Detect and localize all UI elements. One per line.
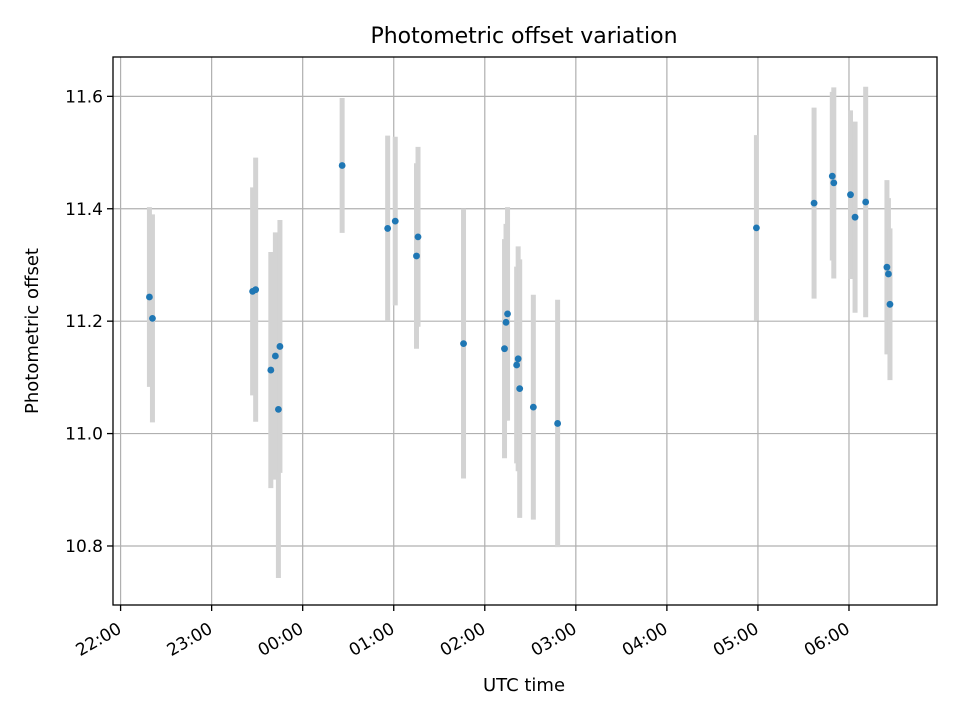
data-point <box>271 352 279 360</box>
data-point <box>276 343 284 350</box>
data-point <box>516 385 524 393</box>
data-point <box>753 224 760 232</box>
plot-area-frame <box>112 56 938 606</box>
x-tick-label: 22:00 <box>73 619 125 661</box>
y-tick-label: 11.0 <box>65 425 103 445</box>
error-bars <box>146 86 893 579</box>
data-point <box>513 361 521 369</box>
data-point <box>267 366 275 374</box>
x-tick-label: 05:00 <box>710 619 762 661</box>
y-tick-label: 11.6 <box>65 87 103 107</box>
x-tick-label: 01:00 <box>346 619 398 661</box>
x-tick-label: 06:00 <box>801 619 853 661</box>
x-tick-label: 02:00 <box>437 619 489 661</box>
chart-title: Photometric offset variation <box>370 24 677 49</box>
data-point <box>501 345 508 353</box>
y-axis-ticks: 10.8 11.0 11.2 11.4 11.6 <box>65 87 113 557</box>
y-tick-label: 10.8 <box>65 537 103 557</box>
data-point <box>149 314 156 322</box>
x-tick-label: 23:00 <box>164 619 216 661</box>
data-point <box>391 217 399 225</box>
x-tick-label: 00:00 <box>255 619 307 661</box>
x-axis-ticks: 22:00 23:00 00:00 01:00 02:00 03:00 04:00 05:00… <box>73 605 853 661</box>
data-point <box>830 179 838 187</box>
y-tick-label: 11.2 <box>65 312 103 332</box>
data-point <box>810 199 818 207</box>
data-point <box>460 340 467 348</box>
data-point <box>885 270 892 278</box>
data-point <box>275 406 282 413</box>
x-tick-label: 03:00 <box>528 619 580 661</box>
x-axis-label: UTC time <box>483 675 565 696</box>
data-point <box>862 198 870 206</box>
data-point <box>514 355 522 363</box>
data-point <box>883 263 891 271</box>
y-axis-label: Photometric offset <box>22 248 43 414</box>
data-point <box>554 420 562 427</box>
data-point <box>847 191 854 199</box>
data-point <box>828 172 836 180</box>
data-points <box>146 162 894 427</box>
data-point <box>252 286 260 294</box>
data-point <box>886 300 894 308</box>
data-point <box>384 225 392 232</box>
data-point <box>413 252 420 260</box>
data-point <box>529 403 537 411</box>
data-point <box>502 318 510 326</box>
data-point <box>338 162 346 169</box>
data-point <box>414 233 422 241</box>
data-point <box>851 213 859 221</box>
x-tick-label: 04:00 <box>619 619 671 661</box>
data-point <box>146 293 153 301</box>
y-tick-label: 11.4 <box>65 200 103 220</box>
data-point <box>504 310 511 318</box>
